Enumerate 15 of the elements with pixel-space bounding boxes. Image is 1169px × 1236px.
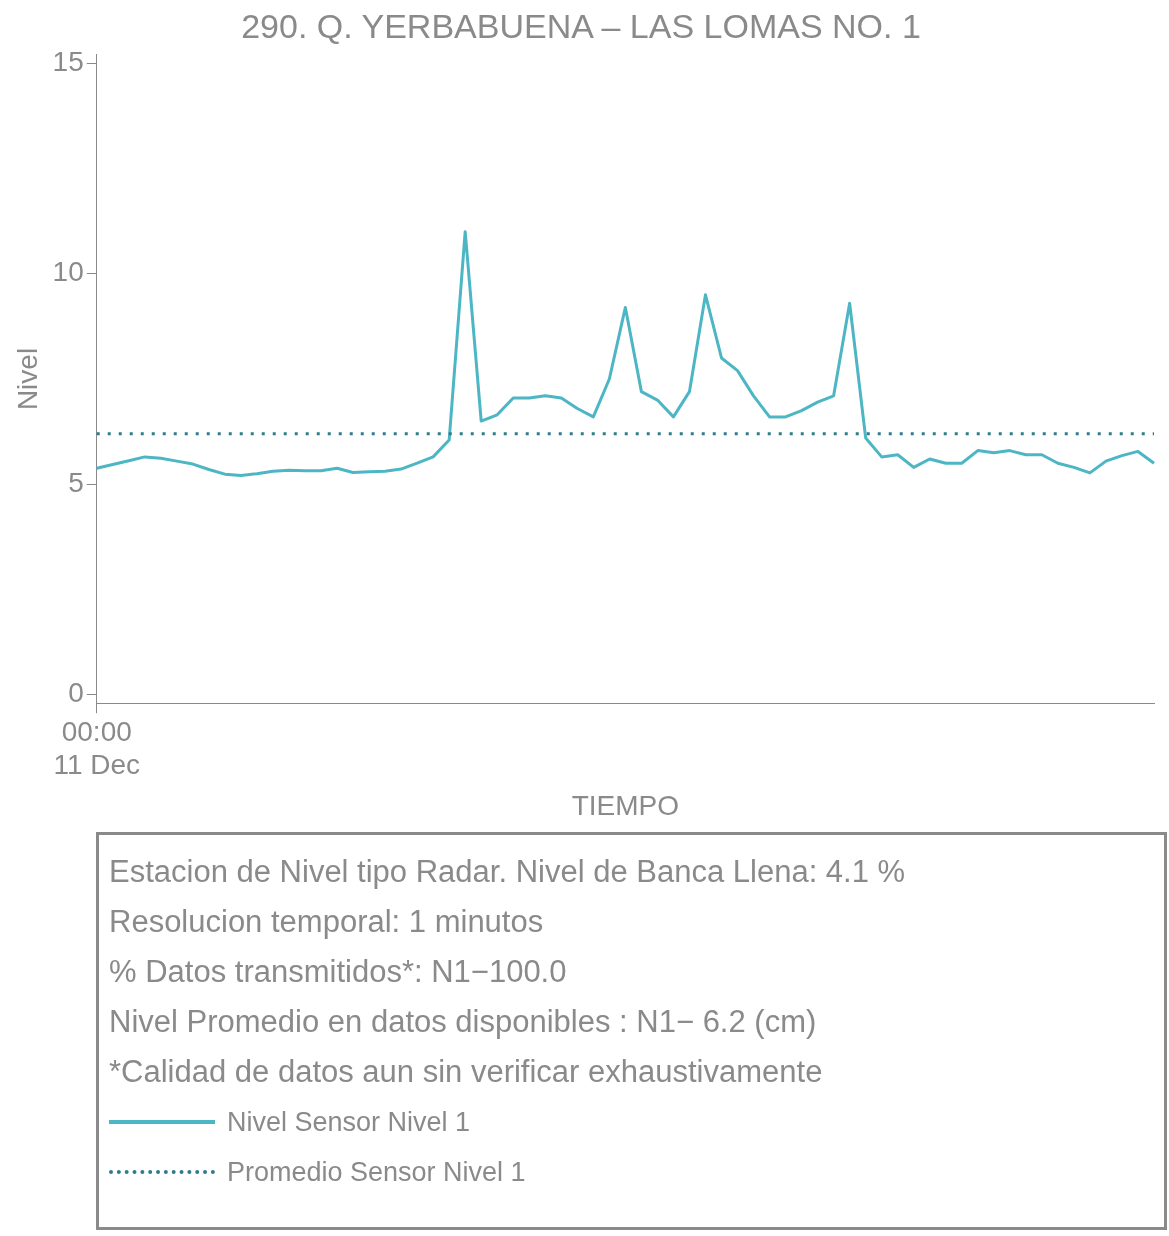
x-axis-title: TIEMPO (571, 789, 680, 821)
y-tick-label: 15 (52, 45, 84, 77)
y-tick-label: 5 (68, 466, 84, 498)
text: Nivel Promedio en datos disponibles : N1− 6.2 (cm) (109, 1003, 818, 1041)
x-tick-label: 00:00 11 Dec (53, 715, 141, 781)
text: Estacion de Nivel tipo Radar. Nivel de Banca Llena: 4.1 % (109, 853, 907, 891)
legend-label: Nivel Sensor Nivel 1 (227, 1106, 471, 1138)
legend-label: Promedio Sensor Nivel 1 (227, 1156, 526, 1188)
text: *Calidad de datos aun sin verificar exhaustivamente (109, 1053, 824, 1091)
text: Resolucion temporal: 1 minutos (109, 903, 545, 941)
chart-title: 290. Q. YERBABUENA – LAS LOMAS NO. 1 (241, 6, 921, 45)
text: % Datos transmitidos*: N1−100.0 (109, 953, 568, 991)
y-tick-label: 10 (52, 256, 84, 288)
y-axis-title: Nivel (11, 347, 43, 411)
y-tick-label: 0 (68, 677, 84, 709)
